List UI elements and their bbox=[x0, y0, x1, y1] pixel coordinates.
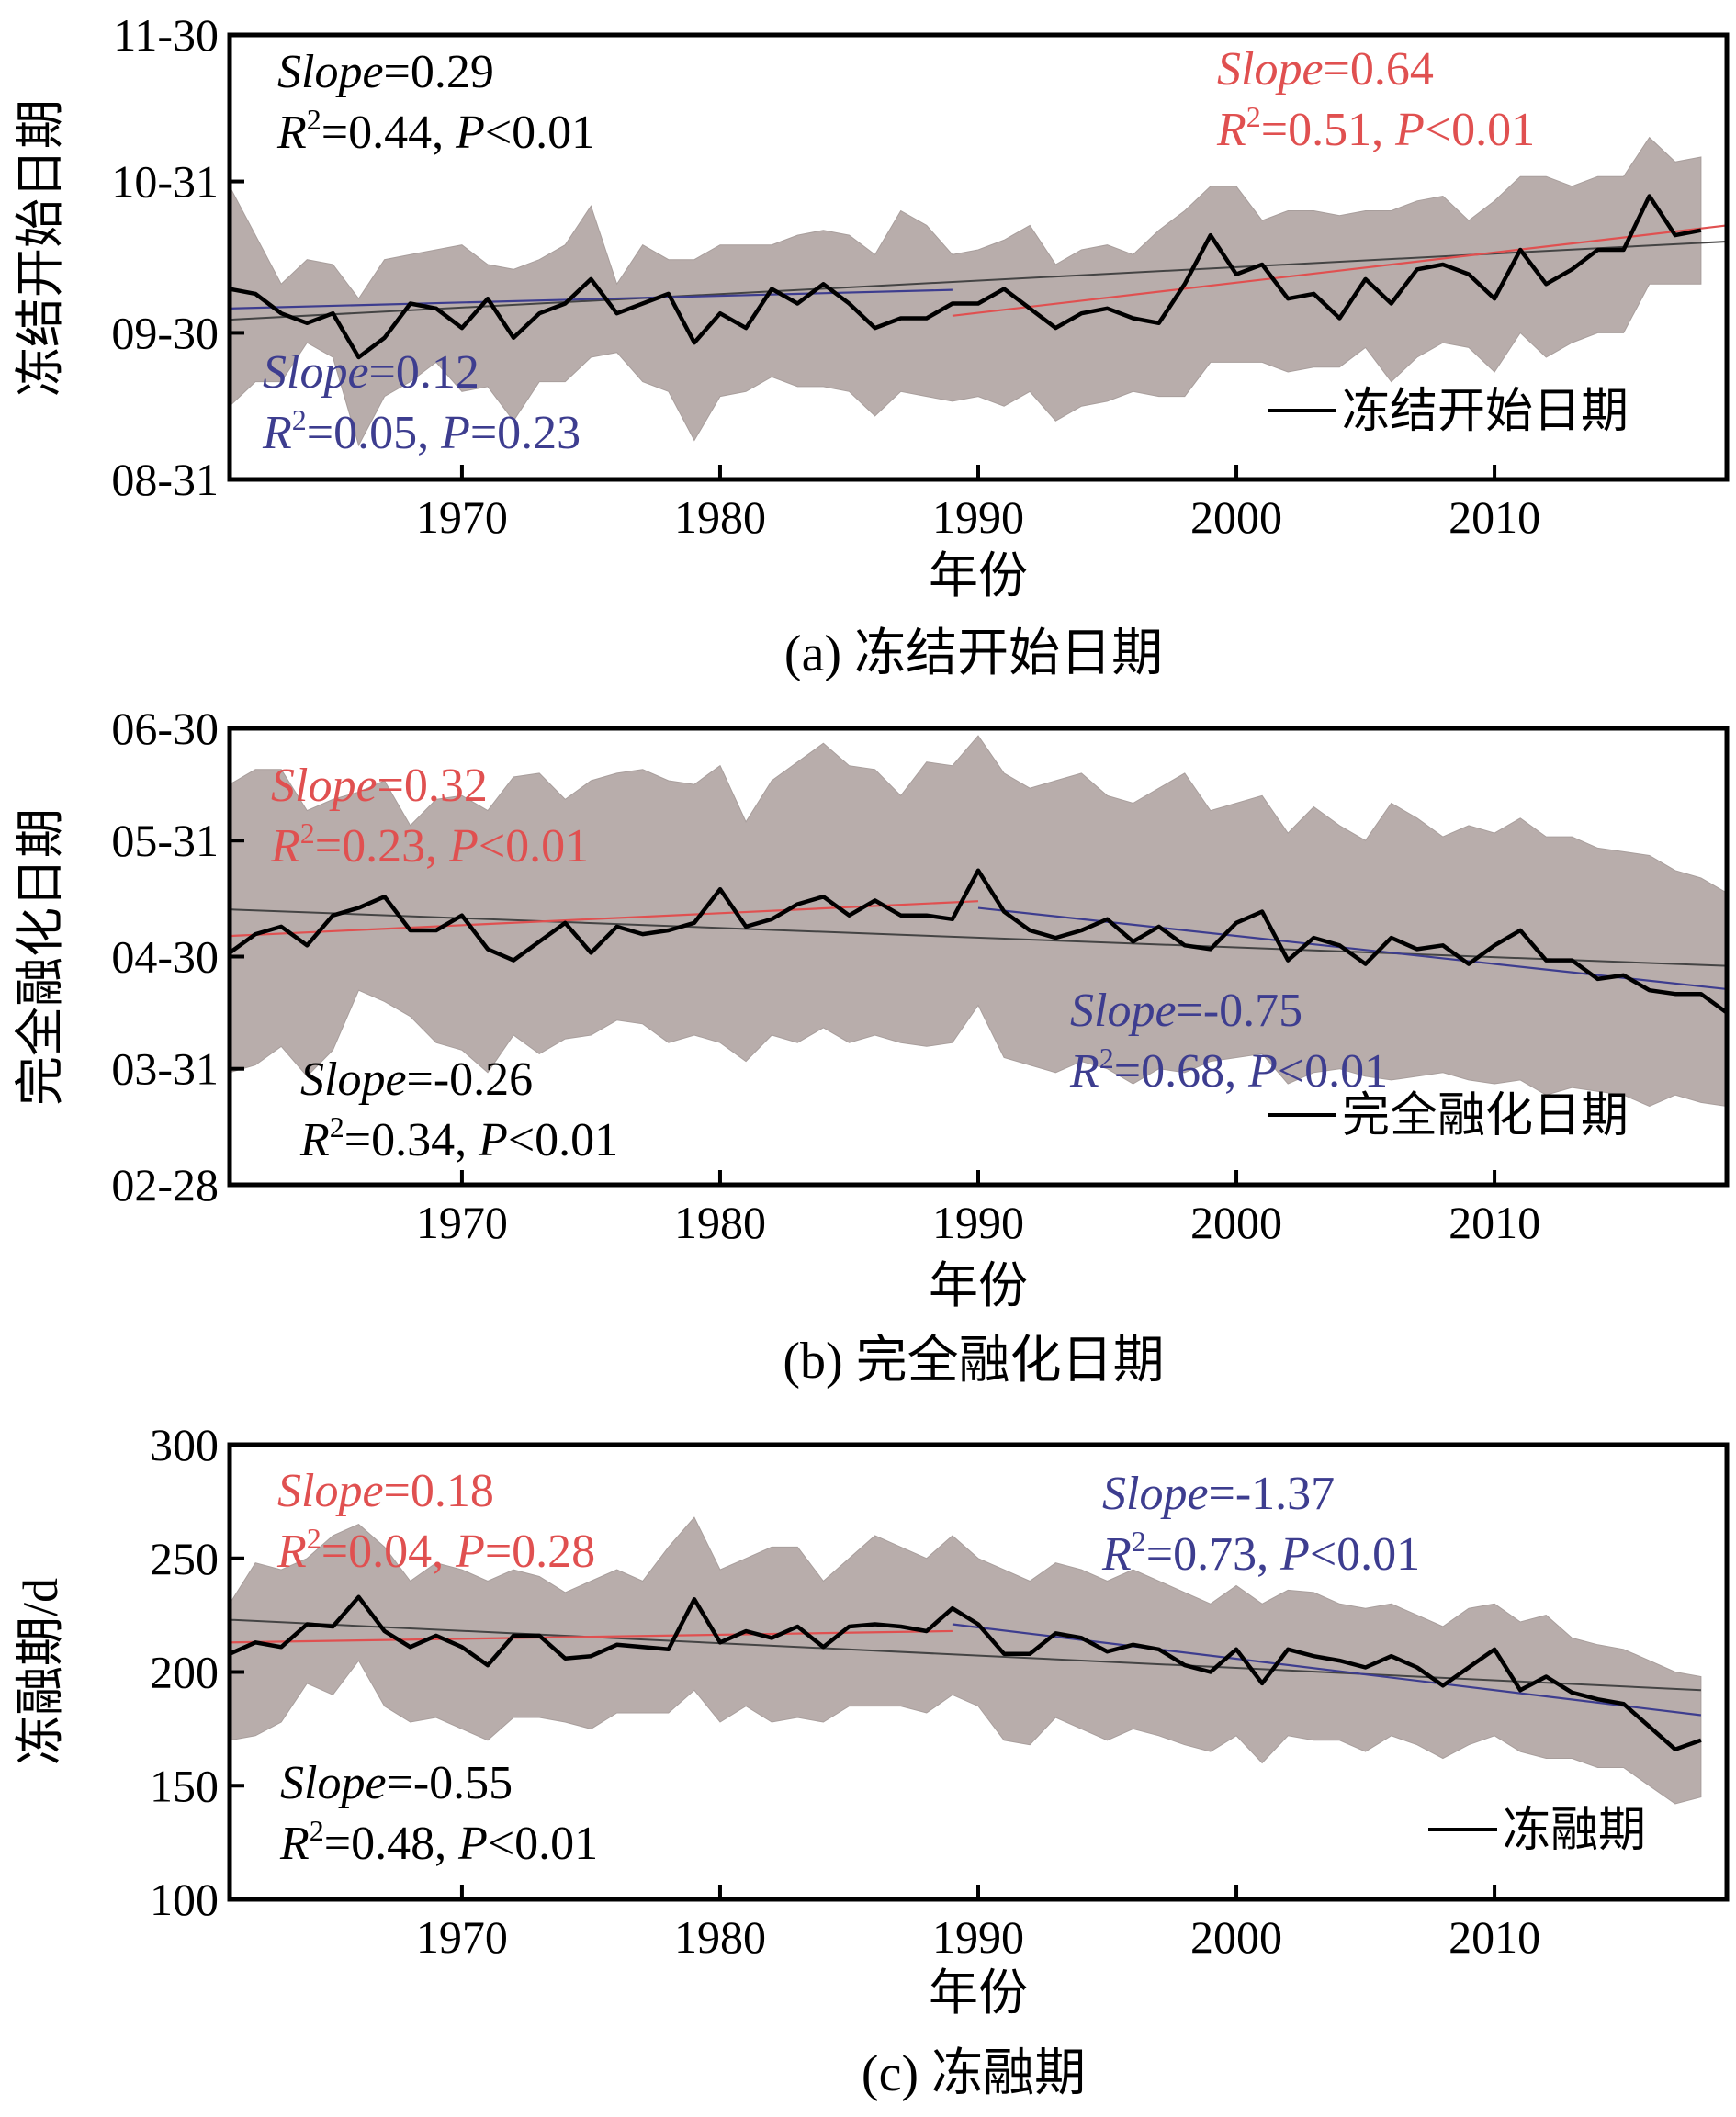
x-axis-title: 年份 bbox=[929, 548, 1028, 603]
y-axis-title: 完全融化日期 bbox=[13, 808, 68, 1106]
y-tick-label: 03-31 bbox=[111, 1043, 219, 1095]
y-tick-label: 200 bbox=[150, 1647, 219, 1698]
x-tick-label: 1980 bbox=[674, 1197, 766, 1248]
x-tick-label: 2010 bbox=[1449, 1911, 1540, 1963]
annotation-slope: Slope=-0.26 bbox=[300, 1053, 533, 1106]
x-tick-label: 1990 bbox=[932, 1911, 1024, 1963]
y-tick-label: 100 bbox=[150, 1874, 219, 1925]
x-tick-label: 2000 bbox=[1190, 1911, 1282, 1963]
panel-caption: (b) 完全融化日期 bbox=[783, 1333, 1164, 1390]
legend-label: 完全融化日期 bbox=[1342, 1090, 1629, 1143]
x-tick-label: 2010 bbox=[1449, 491, 1540, 543]
range-band bbox=[230, 1516, 1702, 1805]
annotation-stats: R2=0.05, P=0.23 bbox=[262, 403, 581, 459]
annotation-stats: R2=0.23, P<0.01 bbox=[270, 816, 589, 873]
y-tick-label: 04-30 bbox=[111, 931, 219, 983]
legend-label: 冻融期 bbox=[1503, 1805, 1646, 1857]
x-axis-title: 年份 bbox=[929, 1258, 1028, 1313]
y-tick-label: 300 bbox=[150, 1419, 219, 1470]
annotation-slope: Slope=0.29 bbox=[277, 46, 494, 98]
x-tick-label: 1970 bbox=[416, 1197, 508, 1248]
annotation-slope: Slope=0.18 bbox=[277, 1465, 494, 1517]
series-line bbox=[230, 1594, 1702, 1751]
series-line bbox=[230, 194, 1702, 360]
chart-panel-b: 1970 1980 1990 2000 2010 02-28 03-31 04-30 05-31… bbox=[13, 703, 1730, 1390]
y-tick-label: 10-31 bbox=[111, 156, 219, 208]
annotation-stats: R2=0.51, P<0.01 bbox=[1216, 100, 1535, 156]
annotation-slope: Slope=-0.55 bbox=[280, 1757, 513, 1809]
x-tick-label: 2000 bbox=[1190, 1197, 1282, 1248]
annotation-stats: R2=0.44, P<0.01 bbox=[276, 103, 595, 159]
series-line bbox=[230, 868, 1727, 1015]
annotation-stats: R2=0.04, P=0.28 bbox=[276, 1522, 595, 1578]
annotation-stats: R2=0.73, P<0.01 bbox=[1101, 1525, 1420, 1581]
range-band bbox=[230, 136, 1702, 447]
trend-line-1961-1989 bbox=[230, 1629, 953, 1644]
y-tick-label: 250 bbox=[150, 1533, 219, 1584]
annotation-slope: Slope=0.64 bbox=[1217, 43, 1434, 96]
x-axis-title: 年份 bbox=[929, 1965, 1028, 2021]
x-tick-label: 1970 bbox=[416, 491, 508, 543]
y-tick-label: 02-28 bbox=[111, 1159, 219, 1211]
y-axis-title: 冻结开始日期 bbox=[13, 99, 68, 397]
y-tick-label: 09-30 bbox=[111, 307, 219, 358]
x-tick-label: 2010 bbox=[1449, 1197, 1540, 1248]
annotation-stats: R2=0.68, P<0.01 bbox=[1069, 1042, 1388, 1098]
annotation-stats: R2=0.34, P<0.01 bbox=[299, 1110, 618, 1166]
legend-label: 冻结开始日期 bbox=[1342, 386, 1629, 438]
y-tick-label: 150 bbox=[150, 1760, 219, 1811]
plot-area bbox=[230, 735, 1727, 1108]
chart-panel-a: 1970 1980 1990 2000 2010 08-31 09-30 10-31 11-30… bbox=[13, 9, 1730, 682]
x-tick-label: 1990 bbox=[932, 491, 1024, 543]
x-tick-label: 1990 bbox=[932, 1197, 1024, 1248]
plot-area bbox=[230, 136, 1727, 447]
x-tick-label: 2000 bbox=[1190, 491, 1282, 543]
y-tick-label: 05-31 bbox=[111, 815, 219, 866]
y-tick-label: 08-31 bbox=[111, 454, 219, 505]
x-tick-label: 1980 bbox=[674, 1911, 766, 1963]
y-axis-title: 冻融期/d bbox=[13, 1578, 68, 1765]
annotation-slope: Slope=0.32 bbox=[271, 760, 488, 812]
annotation-slope: Slope=0.12 bbox=[263, 346, 479, 399]
y-tick-label: 06-30 bbox=[111, 703, 219, 754]
trend-line-1989-2018 bbox=[952, 1623, 1702, 1717]
panel-caption: (a) 冻结开始日期 bbox=[784, 625, 1163, 682]
x-tick-label: 1970 bbox=[416, 1911, 508, 1963]
x-tick-label: 1980 bbox=[674, 491, 766, 543]
trend-line-1989-2019 bbox=[952, 224, 1727, 317]
panel-caption: (c) 冻融期 bbox=[862, 2045, 1086, 2102]
y-tick-label: 11-30 bbox=[113, 9, 219, 61]
annotation-stats: R2=0.48, P<0.01 bbox=[279, 1814, 598, 1870]
chart-panel-c: 1970 1980 1990 2000 2010 100 150 200 250 300 年份 冻融期… bbox=[13, 1419, 1730, 2102]
annotation-slope: Slope=-0.75 bbox=[1070, 985, 1302, 1037]
plot-area bbox=[230, 1516, 1702, 1805]
trend-line-1961-1990 bbox=[230, 900, 979, 938]
range-band bbox=[230, 735, 1727, 1108]
annotation-slope: Slope=-1.37 bbox=[1102, 1468, 1335, 1520]
